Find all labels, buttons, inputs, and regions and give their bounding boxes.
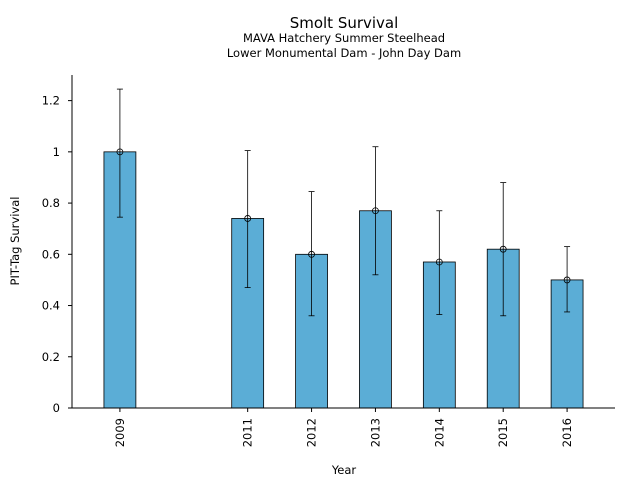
- y-tick-label-1: 0.2: [42, 350, 60, 364]
- point-marker-2016: [563, 276, 571, 284]
- y-tick-label-4: 0.8: [42, 196, 60, 210]
- y-tick-label-0: 0: [53, 401, 60, 415]
- x-tick-label-2016: 2016: [560, 418, 574, 447]
- point-marker-2015: [499, 245, 507, 253]
- y-axis-label: PIT-Tag Survival: [8, 197, 22, 286]
- x-tick-label-2011: 2011: [241, 418, 255, 447]
- ticks-layer: 0 0.2 0.4 0.6 0.8 1 1.2 2009 2011 2012 2013 2014 201…: [42, 94, 574, 448]
- axes-layer: [71, 75, 615, 409]
- chart-title: Smolt Survival: [290, 14, 399, 32]
- point-marker-2014: [435, 258, 443, 266]
- x-tick-label-2015: 2015: [496, 418, 510, 447]
- error-bars-layer: [116, 88, 571, 317]
- x-tick-label-2009: 2009: [113, 418, 127, 447]
- x-axis-label: Year: [331, 463, 357, 477]
- point-marker-2012: [308, 250, 315, 258]
- x-tick-label-2012: 2012: [305, 418, 319, 447]
- x-tick-label-2013: 2013: [368, 418, 382, 447]
- point-marker-2013: [372, 207, 379, 215]
- y-tick-label-5: 1: [53, 145, 60, 159]
- bars-layer: [103, 151, 584, 409]
- point-marker-2009: [116, 148, 124, 156]
- y-tick-label-2: 0.4: [42, 299, 60, 313]
- chart-subtitle-line-1: MAVA Hatchery Summer Steelhead: [243, 31, 445, 45]
- chart-subtitle-line-2: Lower Monumental Dam - John Day Dam: [227, 46, 461, 60]
- point-marker-2011: [244, 215, 252, 222]
- x-tick-label-2014: 2014: [432, 418, 446, 447]
- y-tick-label-3: 0.6: [42, 247, 60, 261]
- y-tick-label-6: 1.2: [42, 94, 60, 108]
